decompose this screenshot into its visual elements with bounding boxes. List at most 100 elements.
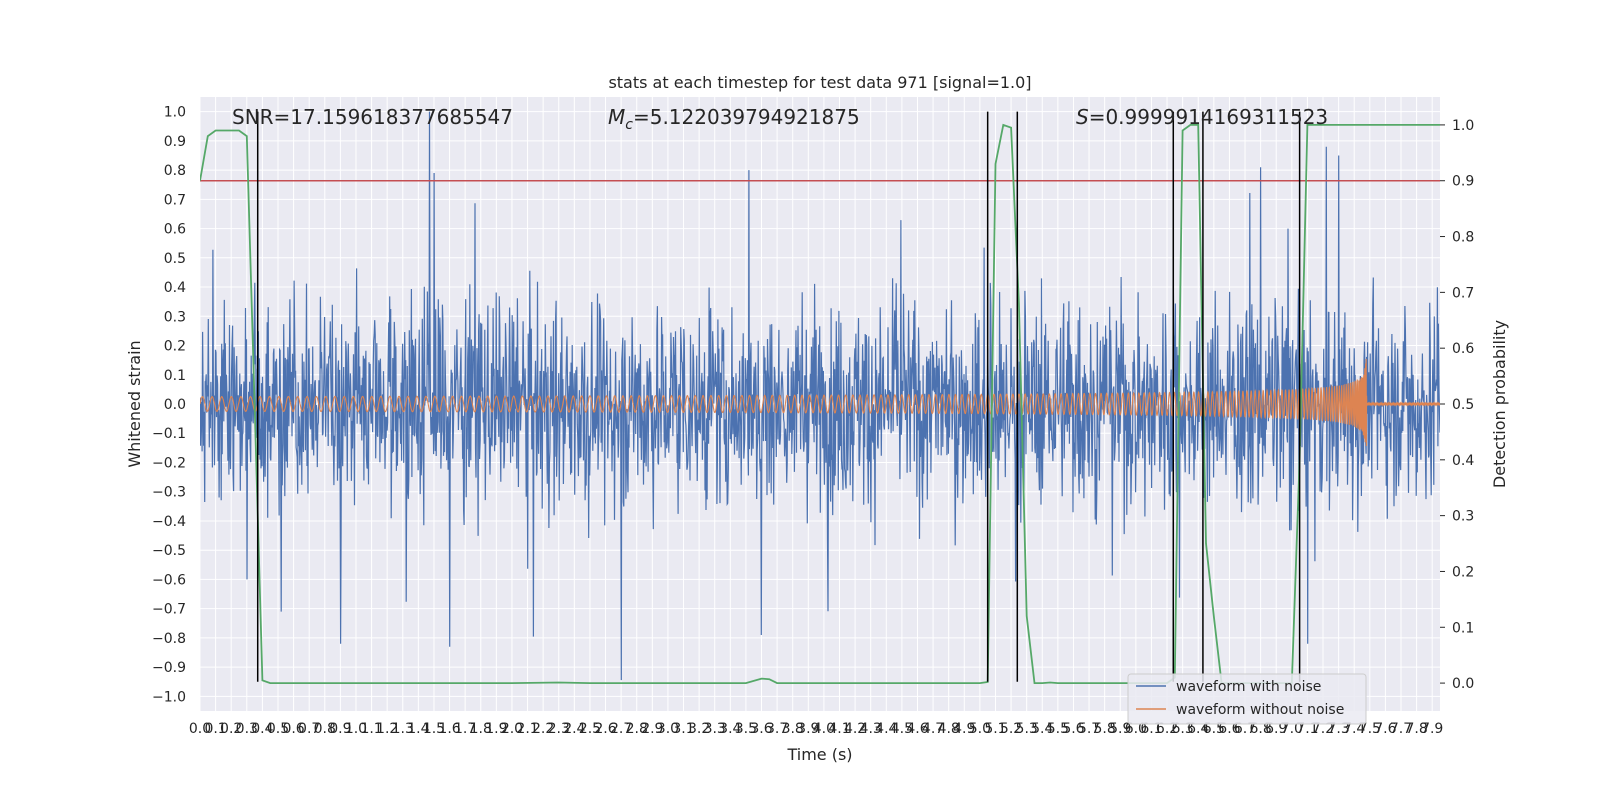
y-tick-label-left: 0.6 — [164, 222, 186, 238]
x-tick-label: 5.5 — [1047, 721, 1069, 737]
y-tick-label-left: −0.4 — [152, 514, 186, 530]
x-tick-label: 7.3 — [1327, 721, 1349, 737]
x-tick-label: 7.2 — [1312, 721, 1334, 737]
x-tick-label: 7.0 — [1281, 721, 1303, 737]
x-tick-label: 2.0 — [501, 721, 523, 737]
x-tick-label: 0.2 — [220, 721, 242, 737]
x-tick-label: 5.1 — [984, 721, 1006, 737]
y-tick-label-left: −0.8 — [152, 631, 186, 647]
y-tick-label-right: 0.1 — [1452, 620, 1474, 636]
x-tick-label: 4.0 — [813, 721, 835, 737]
x-tick-label: 6.5 — [1203, 721, 1225, 737]
x-tick-label: 5.0 — [969, 721, 991, 737]
series-waveform-without-noise — [200, 358, 1440, 447]
x-tick-label: 5.4 — [1031, 721, 1053, 737]
y-tick-label-left: 1.0 — [164, 105, 186, 121]
score-value: =0.9999914169311523 — [1089, 105, 1328, 129]
x-tick-label: 3.3 — [704, 721, 726, 737]
x-tick-label: 6.1 — [1140, 721, 1162, 737]
x-tick-label: 3.8 — [782, 721, 804, 737]
y-tick-label-right: 0.4 — [1452, 453, 1474, 469]
series-waveform-with-noise — [200, 111, 1440, 681]
x-tick-label: 3.7 — [766, 721, 788, 737]
waveform-with-noise-line — [200, 111, 1440, 681]
x-tick-label: 5.9 — [1109, 721, 1131, 737]
x-tick-label: 1.9 — [485, 721, 507, 737]
x-tick-label: 6.3 — [1172, 721, 1194, 737]
x-tick-label: 4.6 — [906, 721, 928, 737]
score-annotation: S=0.9999914169311523 — [1076, 105, 1328, 129]
y-tick-label-left: −0.2 — [152, 455, 186, 471]
y-tick-label-right: 0.3 — [1452, 509, 1474, 525]
x-tick-label: 6.2 — [1156, 721, 1178, 737]
x-tick-label: 2.8 — [626, 721, 648, 737]
legend-label-noise: waveform with noise — [1176, 679, 1321, 695]
y-tick-label-left: −0.1 — [152, 426, 186, 442]
y-tick-label-right: 1.0 — [1452, 118, 1474, 134]
x-tick-label: 6.8 — [1249, 721, 1271, 737]
x-tick-label: 4.8 — [938, 721, 960, 737]
chirp-mass-value: =5.122039794921875 — [633, 105, 860, 129]
x-tick-label: 0.3 — [236, 721, 258, 737]
y-tick-label-left: −0.9 — [152, 660, 186, 676]
score-symbol: S — [1076, 105, 1089, 129]
y-tick-label-right: 0.2 — [1452, 564, 1474, 580]
x-tick-label: 4.4 — [875, 721, 897, 737]
x-tick-label: 0.5 — [267, 721, 289, 737]
x-tick-label: 1.1 — [360, 721, 382, 737]
x-axis-label: Time (s) — [786, 745, 852, 764]
x-tick-label: 2.4 — [563, 721, 585, 737]
y-tick-label-left: −0.6 — [152, 572, 186, 588]
x-axis-ticks: 0.00.10.20.30.40.50.60.70.80.91.01.11.21… — [189, 721, 1443, 737]
x-tick-label: 0.8 — [314, 721, 336, 737]
x-tick-label: 0.0 — [189, 721, 211, 737]
x-tick-label: 0.6 — [282, 721, 304, 737]
y-tick-label-right: 0.5 — [1452, 397, 1474, 413]
x-tick-label: 7.9 — [1421, 721, 1443, 737]
x-tick-label: 1.5 — [423, 721, 445, 737]
x-tick-label: 6.9 — [1265, 721, 1287, 737]
y-tick-label-left: 0.3 — [164, 309, 186, 325]
chart-title: stats at each timestep for test data 971… — [608, 73, 1031, 92]
x-tick-label: 0.7 — [298, 721, 320, 737]
y-tick-label-left: 0.7 — [164, 192, 186, 208]
y-axis-label: Whitened strain — [125, 340, 144, 467]
snr-annotation: SNR=17.159618377685547 — [232, 105, 513, 129]
x-tick-label: 6.0 — [1125, 721, 1147, 737]
plot-area — [200, 111, 1440, 684]
x-tick-label: 4.7 — [922, 721, 944, 737]
y-tick-label-left: 0.1 — [164, 368, 186, 384]
y-tick-label-left: 0.0 — [164, 397, 186, 413]
x-tick-label: 5.6 — [1062, 721, 1084, 737]
x-tick-label: 3.5 — [735, 721, 757, 737]
waveform-without-noise-line — [200, 358, 1440, 447]
x-tick-label: 2.7 — [610, 721, 632, 737]
y-tick-label-right: 0.9 — [1452, 174, 1474, 190]
y-tick-label-right: 0.8 — [1452, 230, 1474, 246]
legend-box — [1127, 673, 1367, 725]
x-tick-label: 7.4 — [1343, 721, 1365, 737]
x-tick-label: 2.6 — [594, 721, 616, 737]
x-tick-label: 2.5 — [579, 721, 601, 737]
x-tick-label: 0.9 — [329, 721, 351, 737]
y-tick-label-left: −0.7 — [152, 602, 186, 618]
x-tick-label: 5.7 — [1078, 721, 1100, 737]
x-tick-label: 3.1 — [672, 721, 694, 737]
x-tick-label: 3.9 — [797, 721, 819, 737]
x-tick-label: 3.6 — [750, 721, 772, 737]
legend: waveform with noise waveform without noi… — [1127, 673, 1367, 725]
x-tick-label: 7.5 — [1359, 721, 1381, 737]
y-tick-label-left: 0.4 — [164, 280, 186, 296]
x-tick-label: 7.7 — [1390, 721, 1412, 737]
vertical-markers — [256, 111, 1301, 682]
x-tick-label: 5.3 — [1016, 721, 1038, 737]
x-tick-label: 0.1 — [204, 721, 226, 737]
y-tick-label-left: −1.0 — [152, 689, 186, 705]
x-tick-label: 6.4 — [1187, 721, 1209, 737]
y-axis-left-ticks: 1.0 0.9 0.8 0.7 0.6 0.5 0.4 0.3 0.2 0.1 0.0 −0.1 −0.… — [152, 105, 186, 706]
x-tick-label: 1.0 — [345, 721, 367, 737]
x-tick-label: 3.4 — [719, 721, 741, 737]
series-detection-probability — [200, 123, 1440, 684]
x-tick-label: 2.9 — [641, 721, 663, 737]
